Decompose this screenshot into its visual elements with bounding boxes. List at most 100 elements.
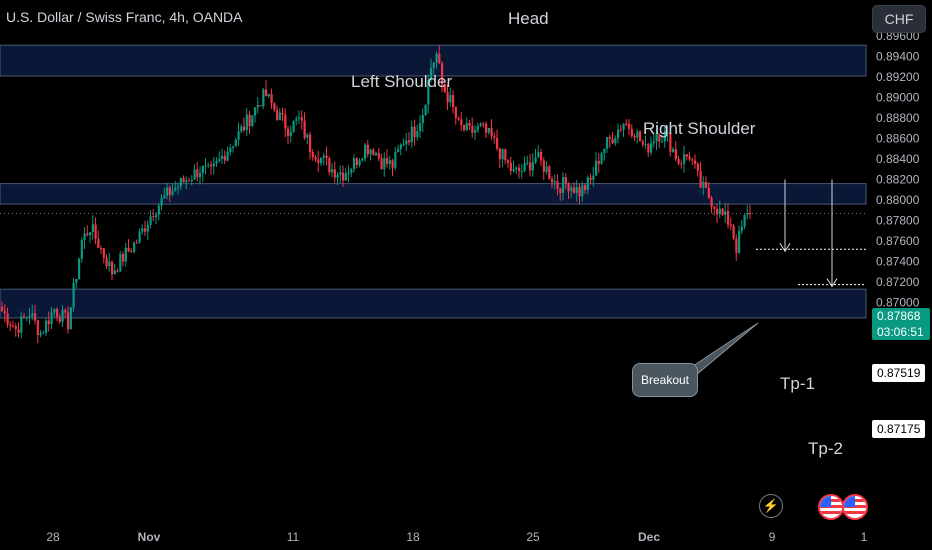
candle-bear [641,141,644,145]
candle-bear [380,158,383,170]
candle-bear [647,144,650,153]
candle-bear [270,93,273,104]
candle-bull [199,173,202,178]
candle-bull [256,105,259,108]
candle-bear [542,160,545,172]
candle-bear [443,84,446,92]
candle-bull [39,333,42,336]
candle-bull [204,165,207,167]
candle-bull [163,195,166,199]
candle-bull [581,185,584,197]
candle-bear [248,114,251,127]
candle-bear [1,306,4,311]
candle-bull [157,205,160,215]
candle-bull [375,153,378,156]
candle-bull [553,181,556,183]
candle-bear [273,103,276,110]
candle-bear [281,112,284,115]
candle-bull [42,332,45,334]
candle-bear [589,177,592,180]
candle-bear [454,107,457,119]
candle-bear [578,187,581,197]
time-axis-label: 9 [769,530,776,544]
candle-bear [152,216,155,218]
time-axis-bg [0,522,932,550]
candle-bull [28,316,31,318]
candle-bull [364,144,367,159]
price-axis: 0.896000.894000.892000.890000.888000.886… [876,29,920,330]
candle-bull [421,115,424,124]
candle-bear [691,159,694,161]
candle-bull [474,130,477,133]
candle-bear [490,127,493,137]
candle-bull [75,278,78,283]
candle-bear [463,124,466,130]
candle-bull [149,216,152,226]
candle-bear [116,270,119,272]
candle-bull [113,270,116,275]
candle-bear [14,326,17,330]
lightning-icon[interactable]: ⚡ [759,494,783,518]
candle-bear [705,181,708,188]
candle-bull [603,148,606,154]
candle-bear [12,325,15,327]
candle-bull [298,117,301,119]
candle-bear [573,187,576,193]
candle-bear [452,95,455,108]
currency-button[interactable]: CHF [872,5,926,33]
candle-bear [265,89,268,97]
candle-bear [408,140,411,143]
candle-bear [3,310,6,314]
candle-bull [245,114,248,131]
candle-bull [592,175,595,180]
candle-bull [399,144,402,150]
candle-bull [402,144,405,146]
breakout-callout[interactable]: Breakout [632,363,698,397]
tp1-label: Tp-1 [780,374,815,393]
candle-bear [507,160,510,163]
candle-bear [130,251,133,253]
candle-bull [663,133,666,142]
candle-bear [471,126,474,133]
candle-bear [188,180,191,182]
price-axis-label: 0.89200 [876,70,920,84]
candle-bull [650,143,653,153]
candle-bear [6,313,9,325]
candle-bull [215,161,218,164]
candle-bear [58,316,61,322]
candle-bull [179,178,182,187]
candle-bear [366,144,369,155]
time-axis: 28 Nov 11 18 25 Dec 9 1 [0,522,932,550]
candle-bull [221,156,224,159]
us-flag-graphic [844,496,866,518]
candle-bear [300,117,303,121]
current-price: 0.87868 [877,309,921,323]
candle-bull [25,317,28,319]
price-axis-label: 0.87600 [876,234,920,248]
candle-bear [333,169,336,178]
candle-bull [72,282,75,308]
candle-bear [540,151,543,161]
time-axis-label: 25 [526,530,540,544]
candle-bear [749,212,752,214]
us-flag-icon[interactable] [818,494,844,520]
candle-bull [89,232,92,236]
candle-bear [438,53,441,64]
candle-bull [336,174,339,178]
us-flag-icon[interactable] [842,494,868,520]
candle-bull [397,149,400,152]
candle-bull [740,226,743,232]
symbol-title: U.S. Dollar / Swiss Franc, 4h, OANDA [6,9,243,25]
candle-bull [545,166,548,172]
candle-bear [597,160,600,164]
candle-bear [727,211,730,225]
candle-bear [342,172,345,181]
candle-bear [633,135,636,138]
candle-bull [449,95,452,103]
candle-bear [710,197,713,207]
candle-bear [504,149,507,161]
price-axis-label: 0.88000 [876,193,920,207]
candle-bull [322,155,325,158]
